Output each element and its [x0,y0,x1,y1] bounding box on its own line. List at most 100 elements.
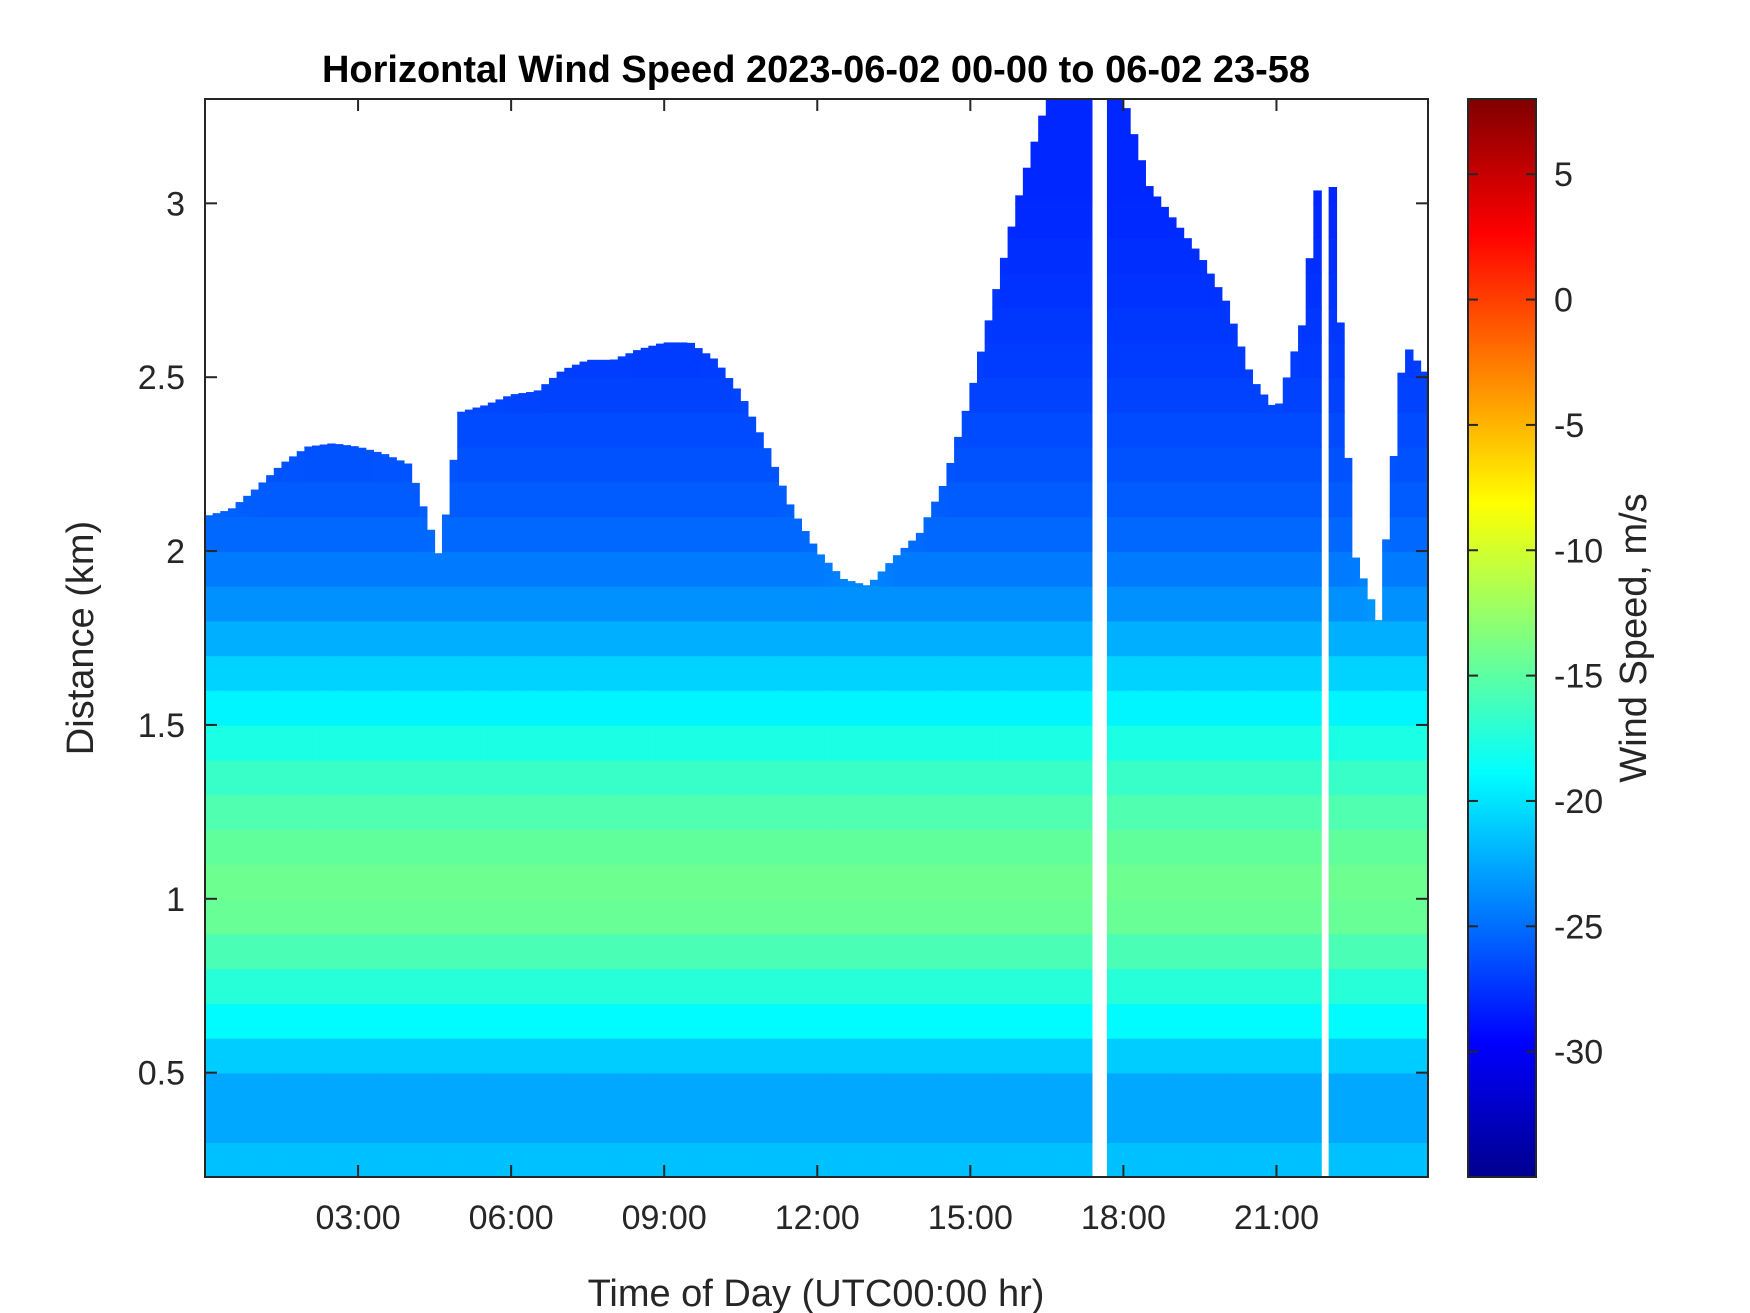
heatmap-cell [1259,864,1269,900]
heatmap-cell [1305,1037,1315,1074]
heatmap-cell [220,898,229,935]
heatmap-cell [1267,968,1276,1004]
heatmap-cell [1412,794,1422,831]
heatmap-cell [755,724,764,761]
heatmap-cell [915,794,925,831]
heatmap-cell [1275,655,1284,691]
heatmap-cell [1389,724,1399,761]
heatmap-cell [472,759,481,796]
heatmap-cell [969,620,978,657]
heatmap-cell [1175,1142,1185,1177]
heatmap-cell [1068,1003,1078,1039]
heatmap-cell [1313,655,1322,691]
heatmap-cell [946,462,955,483]
heatmap-cell [1366,898,1376,935]
heatmap-cell [212,759,222,796]
heatmap-cell [633,1107,642,1144]
heatmap-cell [747,864,757,900]
heatmap-cell [1168,481,1177,518]
heatmap-cell [1061,551,1070,587]
heatmap-cell [1305,933,1315,970]
heatmap-cell [1282,690,1292,726]
heatmap-cell [1275,1003,1284,1039]
heatmap-cell [1267,864,1276,900]
heatmap-cell [1160,759,1169,796]
heatmap-cell [304,620,313,657]
heatmap-cell [503,1142,512,1177]
heatmap-cell [266,585,275,622]
heatmap-cell [1252,1037,1261,1074]
heatmap-cell [770,466,780,483]
heatmap-cell [1007,481,1017,518]
heatmap-cell [1191,1003,1200,1039]
heatmap-cell [571,364,581,378]
heatmap-cell [1022,794,1032,831]
heatmap-cell [373,829,382,865]
heatmap-cell [266,1142,275,1177]
heatmap-cell [1168,933,1177,970]
heatmap-cell [1290,481,1299,518]
heatmap-cell [1290,690,1299,726]
heatmap-cell [250,759,260,796]
heatmap-cell [1168,342,1177,378]
heatmap-cell [900,829,910,865]
heatmap-cell [380,655,390,691]
heatmap-cell [342,585,352,622]
heatmap-cell [938,1003,948,1039]
heatmap-cell [648,724,657,761]
heatmap-cell [808,933,818,970]
heatmap-cell [227,724,237,761]
heatmap-cell [434,898,443,935]
heatmap-cell [1198,551,1208,587]
heatmap-cell [801,759,810,796]
heatmap-cell [1351,1107,1360,1144]
heatmap-cell [564,864,573,900]
heatmap-cell [1236,724,1246,761]
heatmap-cell [961,794,971,831]
heatmap-cell [1328,759,1338,796]
heatmap-cell [1412,655,1422,691]
heatmap-cell [396,829,405,865]
heatmap-cell [648,898,657,935]
heatmap-cell [564,367,573,378]
heatmap-cell [1221,377,1231,413]
heatmap-cell [1122,411,1131,448]
heatmap-cell [663,620,673,657]
heatmap-cell [1015,195,1024,205]
heatmap-cell [1106,794,1116,831]
heatmap-cell [1038,377,1047,413]
heatmap-cell [1106,724,1116,761]
heatmap-cell [1328,1003,1338,1039]
heatmap-cell [1068,307,1078,344]
heatmap-cell [1061,1107,1070,1144]
heatmap-cell [212,513,222,518]
heatmap-cell [1328,864,1338,900]
heatmap-cell [1275,446,1284,483]
heatmap-cell [1022,968,1032,1004]
heatmap-cell [464,446,474,483]
heatmap-cell [441,968,451,1004]
heatmap-cell [625,759,634,796]
heatmap-cell [587,1003,596,1039]
heatmap-cell [1015,272,1024,309]
heatmap-cell [243,1003,252,1039]
heatmap-cell [839,585,848,622]
heatmap-cell [1244,620,1253,657]
heatmap-cell [1129,238,1139,274]
heatmap-cell [472,551,481,587]
heatmap-cell [1244,551,1253,587]
heatmap-cell [877,1107,887,1144]
heatmap-cell [694,516,703,552]
heatmap-cell [992,289,1001,309]
heatmap-cell [350,794,359,831]
heatmap-cell [946,1107,955,1144]
heatmap-cell [1068,794,1078,831]
heatmap-cell [327,620,336,657]
heatmap-cell [1129,1142,1139,1177]
heatmap-cell [1168,1037,1177,1074]
heatmap-cell [1015,933,1024,970]
heatmap-cell [441,898,451,935]
heatmap-cell [373,1107,382,1144]
heatmap-column [342,445,352,1177]
heatmap-cell [977,829,986,865]
